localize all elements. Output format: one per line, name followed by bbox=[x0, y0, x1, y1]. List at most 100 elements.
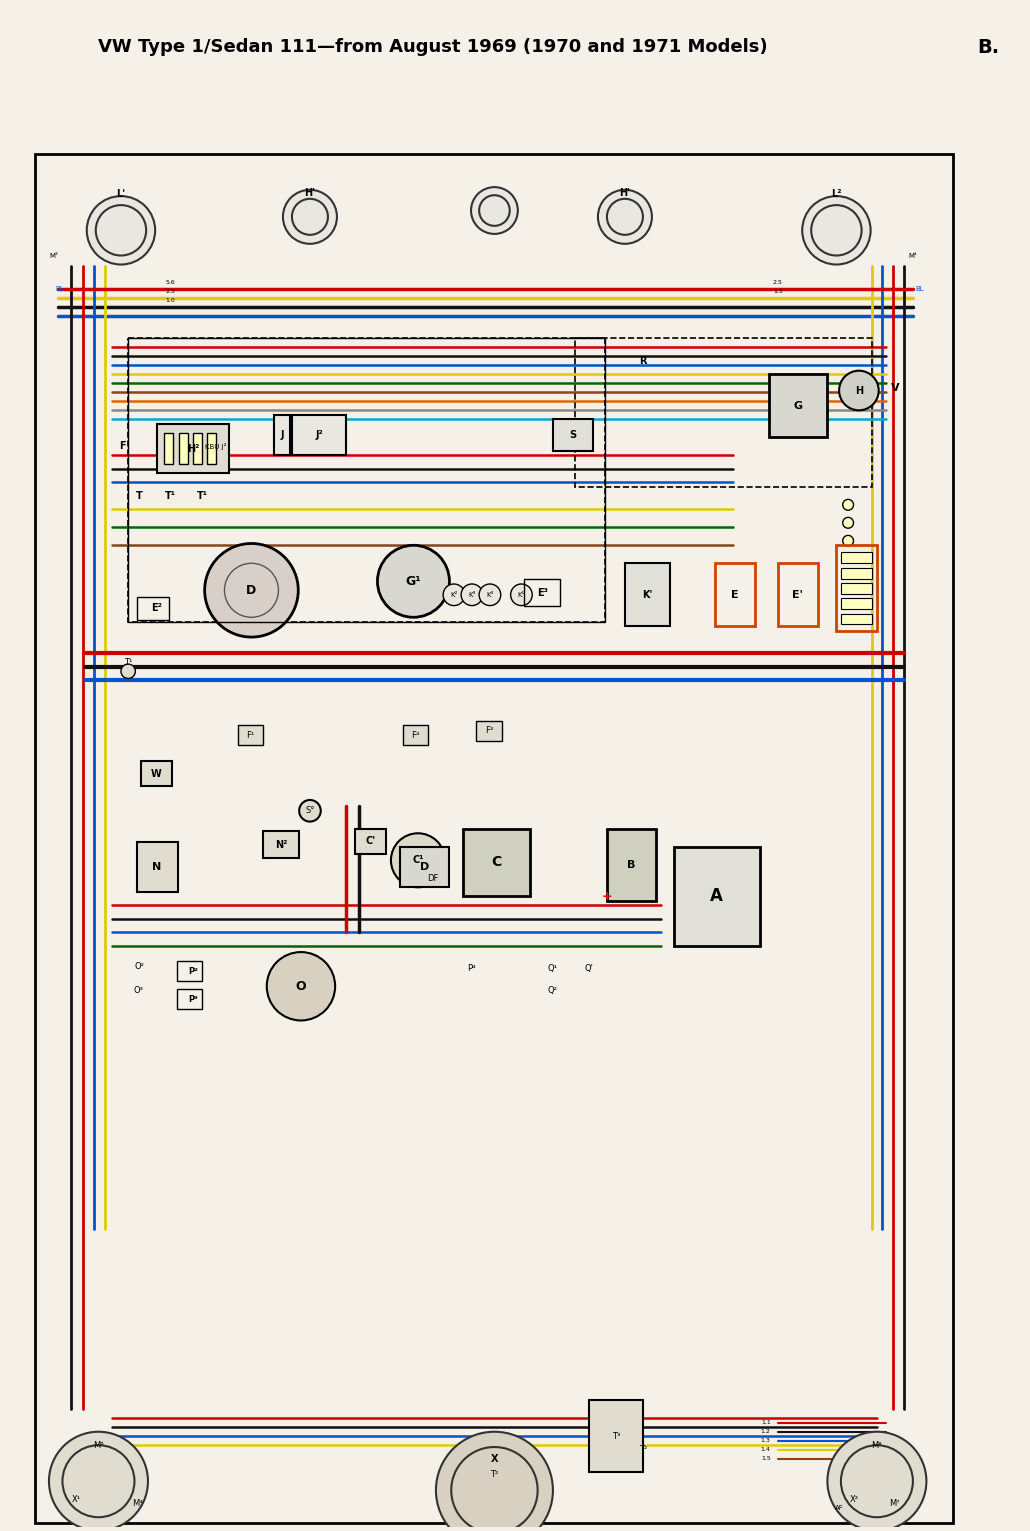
Circle shape bbox=[479, 583, 501, 606]
Text: N: N bbox=[152, 862, 162, 871]
Text: K¹: K¹ bbox=[518, 592, 525, 597]
Text: 1.3: 1.3 bbox=[761, 1438, 770, 1444]
Bar bbox=[263, 831, 299, 859]
Bar bbox=[177, 989, 202, 1009]
Text: W: W bbox=[150, 769, 162, 779]
Text: BL: BL bbox=[56, 286, 64, 292]
Text: T: T bbox=[136, 491, 142, 501]
Text: 1.1: 1.1 bbox=[761, 1421, 770, 1425]
Bar bbox=[589, 1401, 643, 1473]
Circle shape bbox=[291, 199, 328, 234]
Text: 1.5: 1.5 bbox=[774, 289, 783, 294]
Bar bbox=[178, 433, 187, 464]
Text: VW Type 1/Sedan 111—from August 1969 (1970 and 1971 Models): VW Type 1/Sedan 111—from August 1969 (19… bbox=[98, 38, 767, 57]
Text: C: C bbox=[491, 856, 502, 870]
Bar bbox=[128, 338, 605, 622]
Text: M¹: M¹ bbox=[908, 253, 918, 259]
Bar bbox=[715, 563, 755, 626]
Circle shape bbox=[827, 1431, 926, 1531]
Text: 1.4: 1.4 bbox=[761, 1447, 770, 1453]
Bar bbox=[137, 597, 169, 620]
Circle shape bbox=[843, 499, 854, 510]
Text: O³: O³ bbox=[134, 986, 144, 995]
Bar bbox=[840, 568, 872, 579]
Circle shape bbox=[843, 536, 854, 547]
Bar bbox=[137, 842, 177, 891]
Circle shape bbox=[511, 583, 533, 606]
Text: H: H bbox=[855, 386, 863, 395]
Text: L': L' bbox=[116, 190, 126, 199]
Text: N²: N² bbox=[275, 841, 287, 850]
Circle shape bbox=[121, 664, 135, 678]
Text: M⁶: M⁶ bbox=[93, 1441, 104, 1450]
Bar bbox=[836, 545, 877, 631]
Text: K³: K³ bbox=[469, 592, 476, 597]
Text: K²: K² bbox=[450, 592, 457, 597]
Text: 1.5: 1.5 bbox=[761, 1456, 770, 1461]
Text: H²: H² bbox=[186, 444, 199, 455]
Circle shape bbox=[96, 205, 146, 256]
Bar bbox=[607, 828, 656, 900]
Text: 1.0: 1.0 bbox=[166, 299, 175, 303]
Text: DF: DF bbox=[427, 874, 439, 883]
Text: X: X bbox=[490, 1454, 499, 1464]
Circle shape bbox=[436, 1431, 553, 1531]
Circle shape bbox=[479, 196, 510, 225]
Bar bbox=[477, 721, 502, 741]
Text: E²: E² bbox=[151, 603, 163, 614]
Text: D: D bbox=[246, 583, 256, 597]
Text: K': K' bbox=[643, 589, 653, 600]
Bar bbox=[164, 433, 173, 464]
Text: K³: K³ bbox=[486, 592, 493, 597]
Text: P⁴: P⁴ bbox=[468, 963, 476, 972]
Text: 5.6: 5.6 bbox=[166, 280, 175, 285]
Text: B.: B. bbox=[977, 38, 999, 57]
Bar bbox=[769, 374, 827, 438]
Text: A: A bbox=[711, 888, 723, 905]
Bar bbox=[524, 580, 560, 606]
Bar bbox=[840, 553, 872, 563]
Circle shape bbox=[377, 545, 449, 617]
Circle shape bbox=[391, 833, 445, 888]
Text: T¹: T¹ bbox=[165, 491, 176, 501]
Bar bbox=[400, 847, 449, 888]
Text: Q²: Q² bbox=[548, 986, 558, 995]
Bar bbox=[207, 433, 216, 464]
Text: H': H' bbox=[619, 187, 630, 197]
Circle shape bbox=[461, 583, 483, 606]
Text: E: E bbox=[731, 589, 739, 600]
Text: J²: J² bbox=[315, 430, 322, 441]
Text: T²: T² bbox=[490, 1470, 499, 1479]
Text: G: G bbox=[793, 401, 802, 410]
Text: E³: E³ bbox=[537, 588, 548, 599]
Bar bbox=[840, 583, 872, 594]
Circle shape bbox=[63, 1445, 135, 1517]
Text: D: D bbox=[419, 862, 428, 873]
Text: H': H' bbox=[305, 187, 315, 197]
Bar bbox=[625, 563, 670, 626]
Circle shape bbox=[802, 196, 870, 265]
Text: KBU J²: KBU J² bbox=[205, 442, 227, 450]
Bar bbox=[274, 415, 290, 455]
Text: G¹: G¹ bbox=[406, 574, 421, 588]
Text: Q¹: Q¹ bbox=[548, 963, 558, 972]
Circle shape bbox=[451, 1447, 538, 1531]
Bar bbox=[291, 415, 346, 455]
Text: 2.5: 2.5 bbox=[166, 289, 175, 294]
Text: M⁸: M⁸ bbox=[871, 1441, 883, 1450]
Bar bbox=[840, 599, 872, 609]
Bar bbox=[403, 726, 427, 746]
Bar bbox=[576, 338, 872, 487]
Text: Q': Q' bbox=[584, 963, 593, 972]
Circle shape bbox=[299, 801, 320, 822]
Circle shape bbox=[839, 371, 879, 410]
Text: C¹: C¹ bbox=[412, 856, 423, 865]
Text: 1.2: 1.2 bbox=[761, 1430, 770, 1435]
Circle shape bbox=[471, 187, 518, 234]
Bar bbox=[238, 726, 263, 746]
Text: X²: X² bbox=[850, 1494, 859, 1503]
Text: M⁷: M⁷ bbox=[890, 1499, 900, 1508]
Circle shape bbox=[267, 952, 335, 1021]
Bar bbox=[840, 614, 872, 625]
Bar bbox=[128, 338, 605, 622]
